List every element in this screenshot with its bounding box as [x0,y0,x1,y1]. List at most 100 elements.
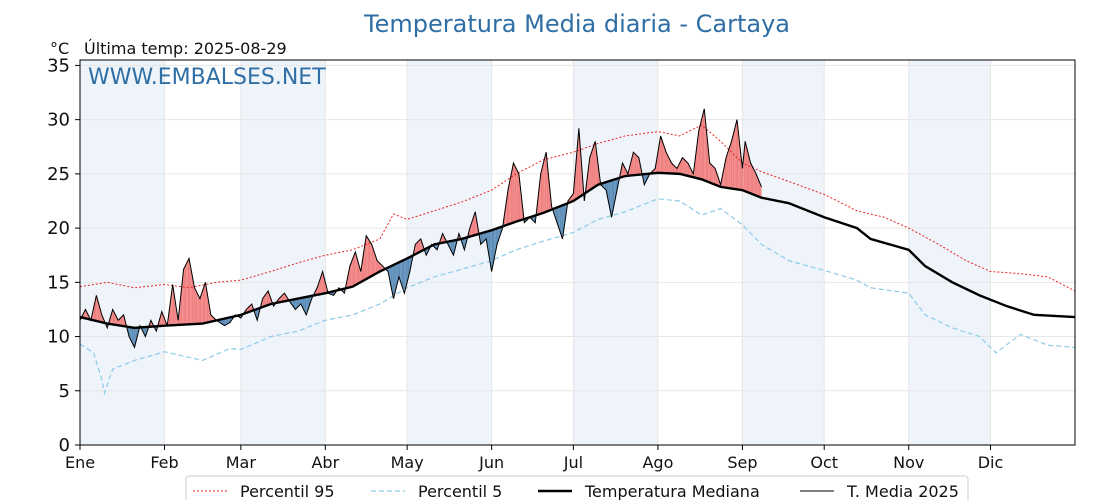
fill-above-median [702,108,705,181]
fill-below-median [403,259,405,294]
fill-above-median [517,171,519,222]
fill-above-median [760,183,762,198]
month-band-mar [240,60,326,445]
fill-above-median [753,168,755,196]
fill-above-median [513,163,515,223]
fill-below-median [393,264,395,299]
fill-above-median [187,258,190,325]
fill-above-median [355,251,357,286]
fill-below-median [604,182,607,191]
fill-above-median [709,163,712,184]
fill-below-median [482,232,484,244]
fill-below-median [228,317,230,324]
fill-below-median [224,318,226,326]
fill-above-median [197,293,199,324]
fill-above-median [711,164,713,184]
fill-above-median [727,149,729,189]
fill-above-median [713,167,716,185]
fill-above-median [520,186,522,221]
fill-below-median [227,317,229,325]
fill-above-median [205,282,207,323]
fill-below-median [389,266,391,286]
fill-above-median [667,154,669,174]
fill-below-median [557,206,559,227]
fill-above-median [202,286,205,324]
fill-below-median [299,298,301,306]
fill-above-median [732,130,735,189]
fill-above-median [636,154,638,175]
fill-above-median [371,244,374,277]
fill-above-median [419,238,421,253]
fill-above-median [190,265,192,325]
fill-below-median [298,298,300,307]
fill-above-median [516,168,518,222]
fill-above-median [672,164,675,174]
fill-below-median [130,327,132,342]
fill-below-median [558,206,560,231]
fill-below-median [563,204,566,230]
fill-below-median [559,205,562,235]
fill-above-median [682,157,684,175]
fill-above-median [366,235,368,280]
y-tick-label: 30 [47,110,70,131]
x-tick-label-jul: Jul [563,453,583,472]
fill-above-median [195,290,198,324]
unit-label: °C [50,39,69,58]
fill-above-median [664,148,667,174]
fill-above-median [638,157,641,175]
fill-above-median [353,251,356,286]
fill-below-median [308,296,311,307]
fill-below-median [487,231,489,256]
y-axis: 0 5 10 15 20 25 30 35 [47,55,80,456]
fill-below-median [225,317,228,325]
fill-above-median [731,135,733,189]
fill-above-median [683,158,686,176]
fill-above-median [266,291,269,306]
fill-above-median [659,135,661,173]
month-band-nov [908,60,991,445]
fill-above-median [473,211,476,236]
series-percentil-95 [79,124,1076,292]
fill-above-median [201,290,203,324]
legend-box [185,475,969,500]
fill-above-median [540,168,543,214]
y-tick-label: 20 [47,218,70,239]
fill-above-median [114,312,116,325]
fill-above-median [677,165,679,174]
series-lines [79,108,1076,396]
fill-below-median [407,257,409,283]
fill-above-median [662,139,664,174]
legend-label-p5: Percentil 5 [418,482,502,500]
fill-below-median [133,327,135,348]
fill-below-median [491,229,493,272]
fill-above-median [663,144,665,174]
fill-above-median [189,258,191,325]
fill-below-median [484,231,487,241]
fill-above-median [186,261,188,325]
fill-below-median [492,229,495,265]
chart-title: Temperatura Media diaria - Cartaya [363,10,790,38]
fill-above-median [510,169,513,224]
fill-above-median [625,168,627,177]
fill-above-median [745,141,747,192]
fill-above-median [743,148,745,191]
fill-below-median [295,298,297,310]
fill-above-median [370,242,372,277]
month-band-sep [742,60,825,445]
fill-above-median [175,302,177,326]
fill-above-median [747,152,750,193]
plot-frame [79,59,1076,446]
fill-above-median [184,263,187,325]
fill-above-median [591,149,593,190]
fill-above-median [746,146,748,193]
fill-below-median [400,261,402,286]
fill-above-median [681,157,683,175]
fill-above-median [687,163,690,177]
fill-above-median [377,260,379,273]
fill-above-median [754,171,757,196]
fill-above-median [264,294,266,307]
fill-below-median [463,238,465,250]
legend-label-median: Temperatura Mediana [584,482,760,500]
fill-above-median [679,160,682,175]
fill-above-median [281,294,284,302]
